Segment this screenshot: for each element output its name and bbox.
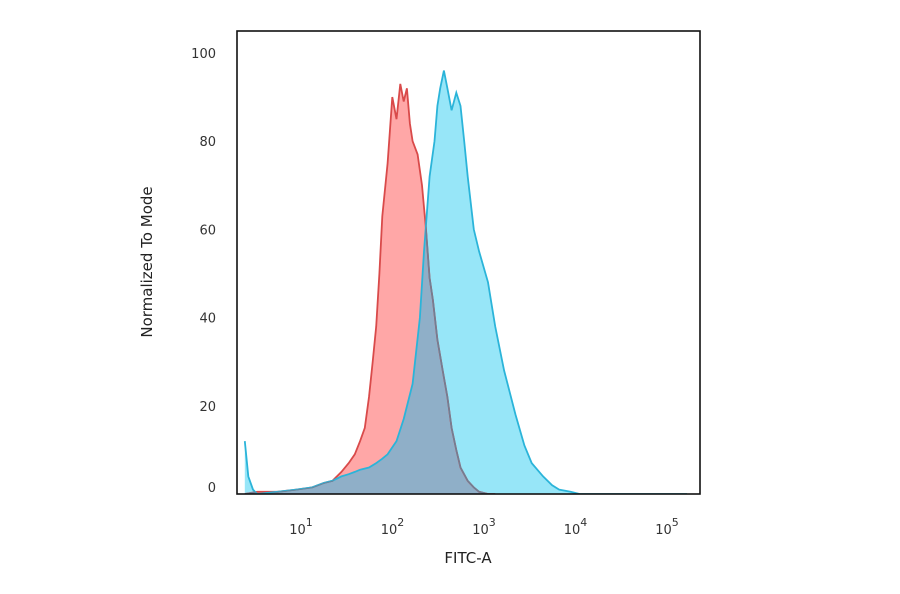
series-layer (243, 70, 688, 494)
y-tick-label: 0 (208, 481, 216, 496)
x-tick-label: 101 (289, 516, 313, 538)
x-tick-label: 102 (381, 516, 405, 538)
y-tick-label: 60 (199, 223, 216, 238)
y-tick-label: 20 (199, 400, 216, 415)
plot-frame (236, 30, 701, 495)
y-tick-label: 80 (199, 135, 216, 150)
x-axis-label: FITC-A (444, 549, 492, 567)
y-tick-label: 40 (199, 312, 216, 327)
x-tick-label: 103 (472, 516, 496, 538)
sample-histogram-fill (244, 70, 688, 494)
y-axis-label: Normalized To Mode (138, 186, 156, 337)
x-tick-label: 105 (655, 516, 679, 538)
overlap-region (244, 83, 496, 494)
x-tick-label: 104 (564, 516, 588, 538)
y-axis-ticks: 0 20 40 60 80 100 (191, 47, 216, 496)
x-axis-ticks: 101 102 103 104 105 (289, 516, 679, 538)
y-tick-label: 100 (191, 47, 216, 62)
